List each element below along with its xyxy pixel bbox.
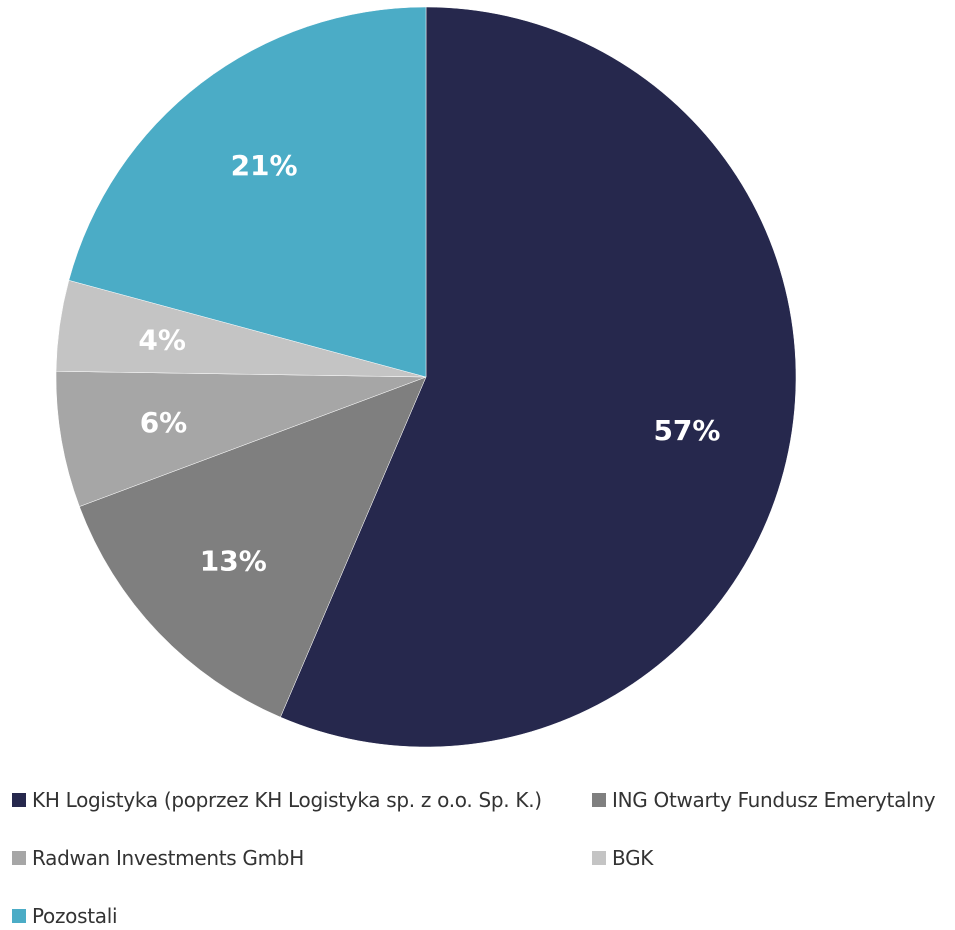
pie-slice-4 (68, 6, 427, 378)
slice-label-3: 4% (138, 323, 186, 356)
pie-chart: 57% 13% 6% 4% 21% (55, 6, 797, 748)
legend-item-ing-ofe: ING Otwarty Fundusz Emerytalny (592, 788, 936, 812)
legend-label: BGK (612, 846, 654, 870)
legend-item-radwan: Radwan Investments GmbH (12, 846, 304, 870)
slice-label-2: 6% (140, 406, 188, 439)
legend-item-pozostali: Pozostali (12, 904, 118, 928)
legend-swatch (592, 793, 606, 807)
legend-swatch (592, 851, 606, 865)
legend-swatch (12, 793, 26, 807)
legend-swatch (12, 851, 26, 865)
slice-label-1: 13% (200, 544, 267, 577)
pie-slice-2 (55, 370, 427, 507)
legend: KH Logistyka (poprzez KH Logistyka sp. z… (0, 770, 955, 930)
slice-label-4: 21% (231, 149, 298, 182)
pie-slice-0 (280, 6, 797, 748)
legend-label: ING Otwarty Fundusz Emerytalny (612, 788, 936, 812)
pie-slice-1 (79, 376, 427, 718)
pie-chart-svg: 57% 13% 6% 4% 21% (55, 6, 797, 748)
legend-label: KH Logistyka (poprzez KH Logistyka sp. z… (32, 788, 542, 812)
legend-swatch (12, 909, 26, 923)
legend-label: Pozostali (32, 904, 118, 928)
slice-label-0: 57% (653, 414, 720, 447)
legend-label: Radwan Investments GmbH (32, 846, 304, 870)
legend-item-kh-logistyka: KH Logistyka (poprzez KH Logistyka sp. z… (12, 788, 542, 812)
legend-item-bgk: BGK (592, 846, 653, 870)
